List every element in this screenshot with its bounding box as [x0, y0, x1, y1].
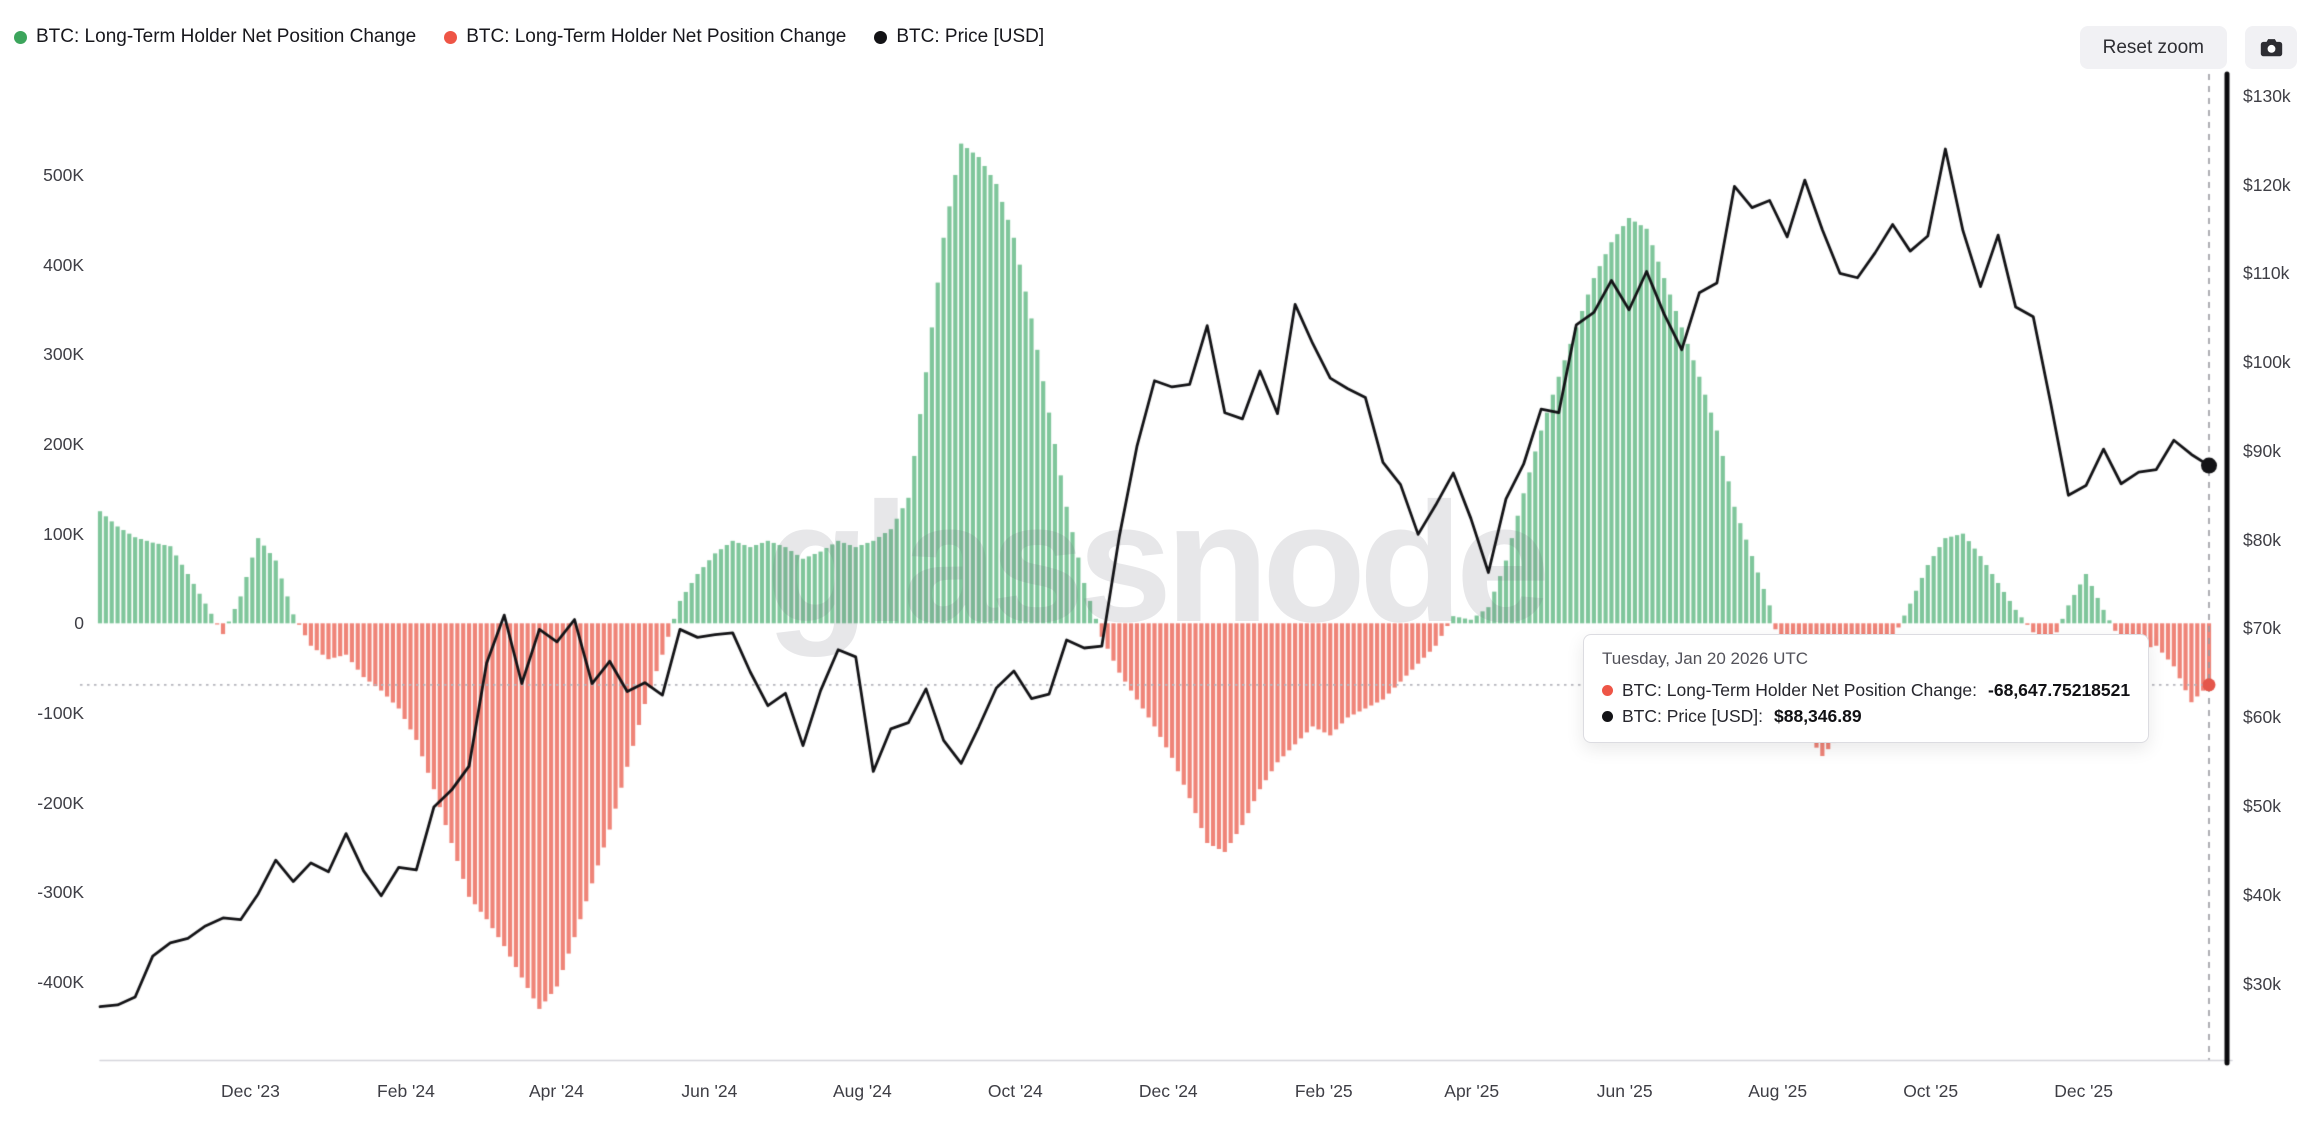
legend-item-lth-positive[interactable]: BTC: Long-Term Holder Net Position Chang…	[14, 26, 416, 48]
legend-label: BTC: Long-Term Holder Net Position Chang…	[36, 26, 417, 47]
legend-dot-green-icon	[14, 30, 27, 44]
tooltip-label: BTC: Long-Term Holder Net Position Chang…	[1622, 680, 1978, 700]
reset-zoom-button[interactable]: Reset zoom	[2079, 26, 2227, 69]
tooltip-value: $88,346.89	[1774, 706, 1862, 726]
legend-item-lth-negative[interactable]: BTC: Long-Term Holder Net Position Chang…	[444, 26, 846, 48]
chart-tooltip: Tuesday, Jan 20 2026 UTC BTC: Long-Term …	[1583, 634, 2150, 743]
tooltip-value: -68,647.75218521	[1988, 680, 2131, 700]
legend-item-price[interactable]: BTC: Price [USD]	[874, 26, 1044, 48]
tooltip-row-price: BTC: Price [USD]: $88,346.89	[1602, 703, 2130, 729]
tooltip-dot-black-icon	[1602, 710, 1613, 722]
camera-icon	[2260, 39, 2282, 57]
tooltip-row-net-position: BTC: Long-Term Holder Net Position Chang…	[1602, 677, 2130, 703]
chart-toolbar-actions: Reset zoom	[2079, 26, 2297, 69]
chart-legend: BTC: Long-Term Holder Net Position Chang…	[14, 26, 1044, 48]
legend-label: BTC: Price [USD]	[896, 26, 1045, 47]
tooltip-dot-red-icon	[1602, 684, 1613, 696]
legend-dot-black-icon	[874, 30, 888, 44]
tooltip-label: BTC: Price [USD]:	[1622, 706, 1763, 726]
legend-dot-red-icon	[444, 30, 458, 44]
legend-label: BTC: Long-Term Holder Net Position Chang…	[466, 26, 847, 47]
tooltip-date: Tuesday, Jan 20 2026 UTC	[1602, 649, 1809, 668]
screenshot-button[interactable]	[2245, 26, 2297, 69]
